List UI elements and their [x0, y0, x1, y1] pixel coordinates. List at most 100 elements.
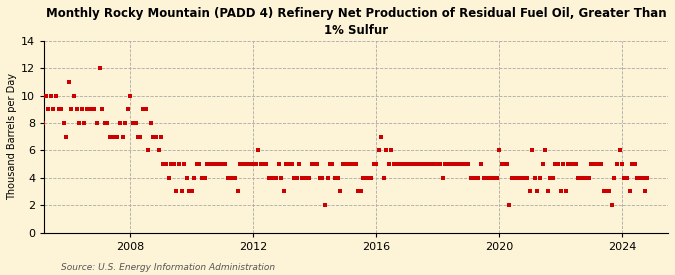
Point: [171, 189, 182, 194]
Point: [369, 162, 379, 166]
Point: [217, 162, 228, 166]
Point: [486, 175, 497, 180]
Point: [389, 162, 400, 166]
Point: [63, 80, 74, 84]
Point: [327, 162, 338, 166]
Point: [414, 162, 425, 166]
Point: [506, 175, 517, 180]
Point: [589, 162, 599, 166]
Point: [269, 175, 279, 180]
Point: [630, 162, 641, 166]
Point: [619, 175, 630, 180]
Point: [558, 162, 568, 166]
Point: [97, 107, 107, 112]
Point: [40, 94, 51, 98]
Point: [199, 175, 210, 180]
Point: [576, 175, 587, 180]
Point: [430, 162, 441, 166]
Point: [53, 107, 64, 112]
Point: [138, 107, 148, 112]
Point: [74, 121, 84, 125]
Point: [545, 175, 556, 180]
Point: [468, 175, 479, 180]
Point: [338, 162, 348, 166]
Point: [296, 175, 307, 180]
Point: [130, 121, 141, 125]
Point: [189, 175, 200, 180]
Point: [161, 162, 171, 166]
Point: [637, 175, 648, 180]
Point: [350, 162, 361, 166]
Point: [404, 162, 414, 166]
Point: [299, 175, 310, 180]
Point: [417, 162, 428, 166]
Point: [381, 148, 392, 153]
Point: [514, 175, 525, 180]
Point: [601, 189, 612, 194]
Point: [540, 148, 551, 153]
Point: [458, 162, 468, 166]
Point: [209, 162, 220, 166]
Point: [46, 94, 57, 98]
Point: [242, 162, 253, 166]
Point: [140, 107, 151, 112]
Point: [194, 162, 205, 166]
Point: [483, 175, 494, 180]
Point: [622, 175, 632, 180]
Text: Source: U.S. Energy Information Administration: Source: U.S. Energy Information Administ…: [61, 263, 275, 272]
Point: [606, 203, 617, 207]
Point: [626, 162, 637, 166]
Point: [112, 134, 123, 139]
Point: [166, 162, 177, 166]
Point: [376, 134, 387, 139]
Point: [284, 162, 294, 166]
Point: [402, 162, 412, 166]
Point: [460, 162, 471, 166]
Point: [281, 162, 292, 166]
Point: [256, 162, 267, 166]
Point: [181, 175, 192, 180]
Point: [442, 162, 453, 166]
Point: [245, 162, 256, 166]
Point: [107, 134, 118, 139]
Point: [148, 134, 159, 139]
Point: [624, 189, 635, 194]
Point: [363, 175, 374, 180]
Point: [499, 162, 510, 166]
Point: [192, 162, 202, 166]
Point: [396, 162, 407, 166]
Point: [76, 107, 87, 112]
Point: [432, 162, 443, 166]
Point: [524, 189, 535, 194]
Point: [612, 162, 622, 166]
Point: [568, 162, 578, 166]
Point: [422, 162, 433, 166]
Point: [340, 162, 351, 166]
Point: [593, 162, 604, 166]
Point: [450, 162, 461, 166]
Point: [437, 175, 448, 180]
Point: [493, 148, 504, 153]
Point: [496, 162, 507, 166]
Point: [445, 162, 456, 166]
Point: [294, 162, 304, 166]
Point: [307, 162, 318, 166]
Point: [448, 162, 458, 166]
Point: [440, 162, 451, 166]
Point: [550, 162, 561, 166]
Point: [355, 189, 366, 194]
Point: [516, 175, 527, 180]
Point: [632, 175, 643, 180]
Point: [360, 175, 371, 180]
Point: [238, 162, 248, 166]
Point: [379, 175, 389, 180]
Point: [61, 134, 72, 139]
Point: [240, 162, 251, 166]
Point: [392, 162, 402, 166]
Point: [51, 94, 61, 98]
Point: [532, 189, 543, 194]
Point: [273, 162, 284, 166]
Point: [614, 148, 625, 153]
Point: [102, 121, 113, 125]
Point: [603, 189, 614, 194]
